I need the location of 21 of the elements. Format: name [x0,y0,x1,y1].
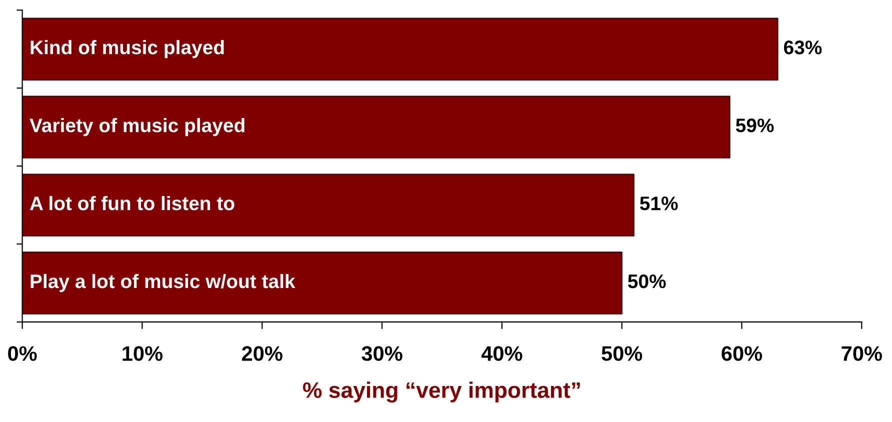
data-label: 59% [736,118,774,132]
y-tick-label: Variety of music played [30,118,244,136]
data-label: 51% [640,196,678,210]
x-tick-label: 0% [8,346,37,361]
y-tick-label: Kind of music played [30,40,224,58]
bar [22,252,622,314]
bar [22,96,730,158]
data-label: 63% [784,40,822,54]
x-tick-label: 10% [122,346,163,361]
x-tick-label: 30% [362,346,402,361]
y-tick-label: Play a lot of music w/out talk [30,274,296,292]
bar [22,18,778,80]
x-tick-label: 40% [481,346,522,361]
x-axis-title: % saying “very important” [303,382,580,402]
x-tick-label: 70% [842,346,882,361]
x-tick-label: 50% [602,346,642,361]
y-tick-label: A lot of fun to listen to [30,196,234,210]
data-label: 50% [628,274,666,288]
bar [22,174,634,236]
x-tick-label: 60% [722,346,762,361]
x-tick-label: 20% [242,346,282,361]
